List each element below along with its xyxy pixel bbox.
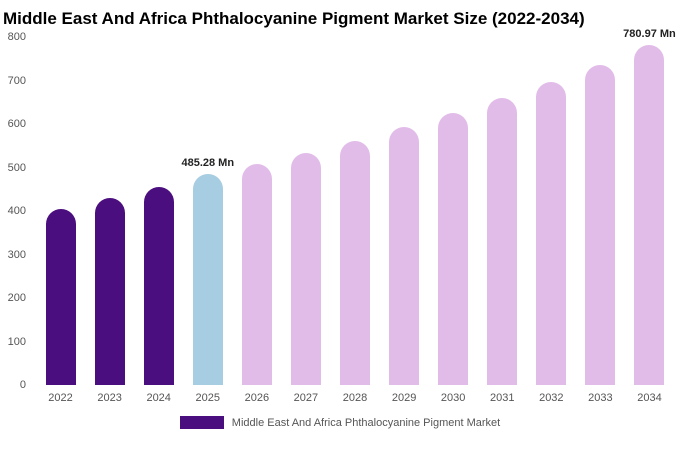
bar-slot: 2028	[330, 37, 379, 404]
y-tick-label: 500	[7, 161, 26, 174]
bar-2023	[94, 197, 125, 385]
plot-area: 2022 2023 2024 485.28 Mn 2025 2026 2027 2028 202…	[36, 28, 676, 404]
bar-slot: 485.28 Mn 2025	[181, 37, 235, 404]
bar-slot: 2033	[576, 37, 625, 404]
x-tick-label: 2025	[195, 392, 221, 404]
chart-title: Middle East And Africa Phthalocyanine Pi…	[3, 9, 585, 28]
bar-slot: 2027	[281, 37, 330, 404]
bar-chart: 0 100 200 300 400 500 600 700 800 2022 2023 2024 48…	[8, 28, 676, 404]
bar-slot: 2024	[134, 37, 183, 404]
bar-slot: 780.97 Mn 2034	[623, 28, 676, 404]
x-tick-label: 2030	[440, 392, 466, 404]
bar-slot: 2026	[232, 37, 281, 404]
bar-2022	[45, 208, 76, 385]
x-tick-label: 2022	[48, 392, 73, 404]
x-tick-label: 2027	[293, 392, 319, 404]
bar-2024	[143, 187, 174, 385]
bar-value-label: 485.28 Mn	[181, 156, 235, 169]
legend-label: Middle East And Africa Phthalocyanine Pi…	[231, 416, 501, 429]
bar-slot: 2023	[85, 37, 134, 404]
bar-2026	[241, 164, 272, 385]
y-tick-label: 0	[19, 379, 26, 391]
y-tick-label: 400	[7, 205, 26, 217]
x-tick-label: 2026	[244, 392, 270, 404]
x-tick-label: 2034	[637, 392, 662, 404]
y-axis: 0 100 200 300 400 500 600 700 800	[0, 31, 32, 391]
bar-slot: 2029	[380, 37, 429, 404]
bar-slot: 2032	[527, 37, 576, 404]
bar-2025	[192, 173, 223, 385]
x-tick-label: 2024	[146, 392, 171, 404]
y-tick-label: 700	[7, 74, 26, 87]
bar-2028	[340, 140, 370, 385]
x-tick-label: 2031	[489, 392, 515, 404]
bar-2027	[290, 153, 321, 385]
bar-2030	[438, 113, 469, 385]
y-tick-label: 300	[7, 248, 26, 261]
x-tick-label: 2023	[97, 392, 122, 404]
x-tick-label: 2032	[539, 392, 564, 404]
bar-slot: 2022	[36, 37, 85, 404]
x-tick-label: 2028	[342, 392, 368, 404]
bar-slot: 2031	[478, 37, 527, 404]
bar-2031	[487, 97, 518, 385]
x-tick-label: 2033	[588, 392, 613, 404]
y-tick-label: 100	[7, 335, 26, 348]
y-tick-label: 200	[7, 292, 26, 304]
bar-value-label: 780.97 Mn	[623, 28, 676, 41]
bar-2034	[634, 45, 665, 385]
y-tick-label: 800	[7, 31, 26, 43]
bar-slot: 2030	[429, 37, 478, 404]
x-tick-label: 2029	[391, 392, 417, 404]
legend-swatch	[179, 416, 224, 429]
bar-2033	[585, 65, 616, 385]
bar-2029	[389, 127, 420, 385]
y-tick-label: 600	[7, 118, 26, 130]
legend: Middle East And Africa Phthalocyanine Pi…	[0, 416, 680, 429]
bar-2032	[536, 81, 567, 385]
